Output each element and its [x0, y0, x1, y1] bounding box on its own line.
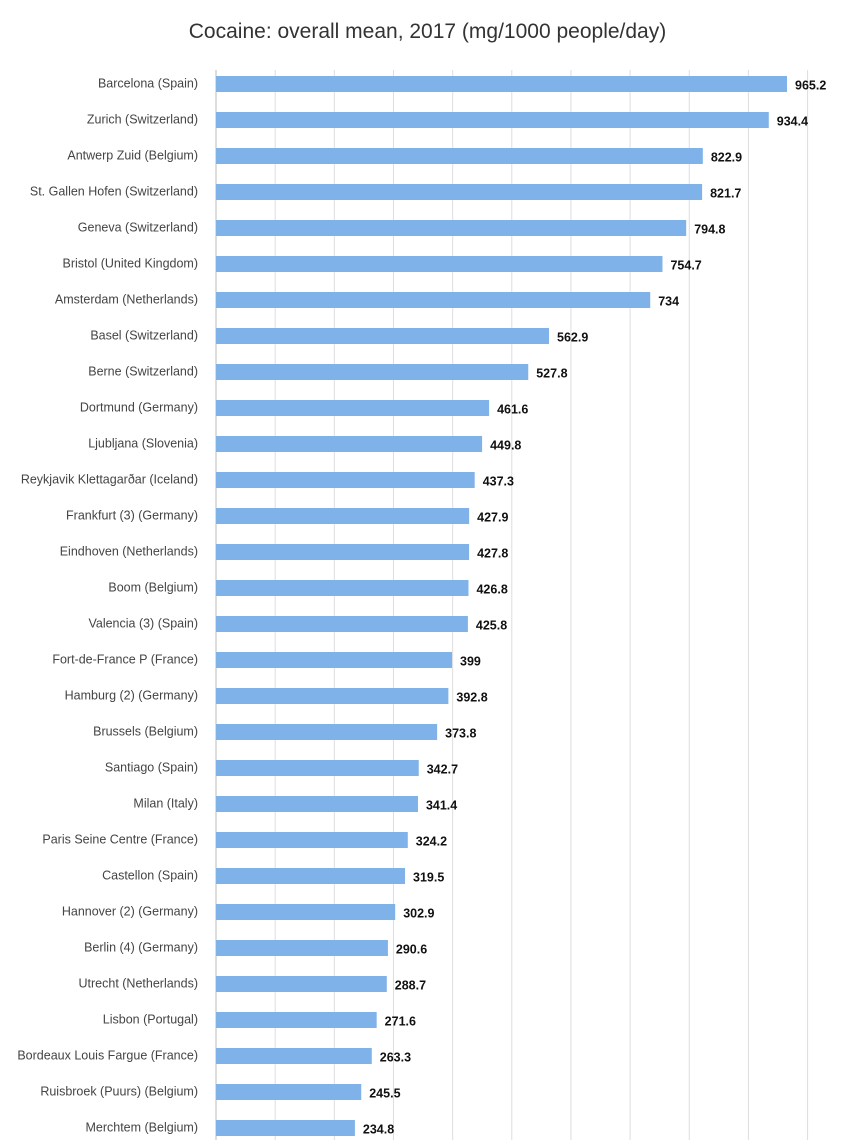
- value-label: 288.7: [395, 978, 426, 992]
- category-label: Bordeaux Louis Fargue (France): [17, 1048, 198, 1062]
- category-label: Fort-de-France P (France): [52, 652, 198, 666]
- category-label: Bristol (United Kingdom): [63, 256, 198, 270]
- category-label: Castellon (Spain): [102, 868, 198, 882]
- category-label: Hamburg (2) (Germany): [65, 688, 198, 702]
- bar: [216, 76, 787, 92]
- value-label: 965.2: [795, 78, 826, 92]
- value-label: 427.8: [477, 546, 508, 560]
- value-label: 399: [460, 654, 481, 668]
- category-label: Berlin (4) (Germany): [84, 940, 198, 954]
- bar: [216, 724, 438, 740]
- bars: [216, 76, 787, 1136]
- bar: [216, 1120, 355, 1136]
- category-label: Barcelona (Spain): [98, 76, 198, 90]
- category-label: Santiago (Spain): [105, 760, 198, 774]
- category-label: Antwerp Zuid (Belgium): [67, 148, 198, 162]
- category-label: Berne (Switzerland): [88, 364, 198, 378]
- value-label: 427.9: [477, 510, 508, 524]
- value-label: 734: [658, 294, 679, 308]
- bar: [216, 796, 418, 812]
- category-label: Merchtem (Belgium): [85, 1120, 198, 1134]
- category-label: Ruisbroek (Puurs) (Belgium): [40, 1084, 198, 1098]
- bar: [216, 184, 703, 200]
- value-label: 263.3: [380, 1050, 411, 1064]
- bar: [216, 220, 687, 236]
- category-label: Hannover (2) (Germany): [62, 904, 198, 918]
- bar: [216, 544, 470, 560]
- value-label: 461.6: [497, 402, 528, 416]
- category-label: Eindhoven (Netherlands): [60, 544, 198, 558]
- bar: [216, 292, 651, 308]
- value-label: 437.3: [483, 474, 514, 488]
- bar: [216, 616, 468, 632]
- category-label: Lisbon (Portugal): [103, 1012, 198, 1026]
- category-label: Milan (Italy): [133, 796, 198, 810]
- value-label: 425.8: [476, 618, 507, 632]
- bar: [216, 148, 703, 164]
- bar: [216, 868, 406, 884]
- bar: [216, 364, 529, 380]
- bar: [216, 652, 453, 668]
- category-label: Dortmund (Germany): [80, 400, 198, 414]
- value-label: 245.5: [369, 1086, 400, 1100]
- bar: [216, 940, 388, 956]
- category-label: Zurich (Switzerland): [87, 112, 198, 126]
- bar: [216, 832, 408, 848]
- value-labels: 965.2 934.4 822.9 821.7 794.8 754.7 734 562.9 52…: [363, 78, 826, 1136]
- category-label: Basel (Switzerland): [90, 328, 198, 342]
- value-label: 426.8: [476, 582, 507, 596]
- value-label: 373.8: [445, 726, 476, 740]
- value-label: 290.6: [396, 942, 427, 956]
- category-labels: Barcelona (Spain) Zurich (Switzerland) Ant…: [17, 76, 198, 1134]
- bar: [216, 1084, 362, 1100]
- bar: [216, 256, 663, 272]
- bar: [216, 580, 469, 596]
- category-label: Boom (Belgium): [108, 580, 198, 594]
- category-label: Geneva (Switzerland): [78, 220, 198, 234]
- category-label: St. Gallen Hofen (Switzerland): [30, 184, 198, 198]
- category-label: Brussels (Belgium): [93, 724, 198, 738]
- category-label: Paris Seine Centre (France): [42, 832, 198, 846]
- bar: [216, 688, 449, 704]
- bar: [216, 904, 396, 920]
- value-label: 822.9: [711, 150, 742, 164]
- value-label: 934.4: [777, 114, 808, 128]
- value-label: 342.7: [427, 762, 458, 776]
- bar: [216, 508, 470, 524]
- value-label: 527.8: [536, 366, 567, 380]
- bar: [216, 436, 483, 452]
- category-label: Ljubljana (Slovenia): [88, 436, 198, 450]
- bar: [216, 1012, 377, 1028]
- value-label: 821.7: [710, 186, 741, 200]
- bar: [216, 328, 550, 344]
- value-label: 319.5: [413, 870, 444, 884]
- bar: [216, 976, 387, 992]
- bar: [216, 472, 475, 488]
- value-label: 794.8: [694, 222, 725, 236]
- value-label: 392.8: [456, 690, 487, 704]
- value-label: 302.9: [403, 906, 434, 920]
- value-label: 562.9: [557, 330, 588, 344]
- bar: [216, 112, 769, 128]
- category-label: Reykjavik Klettagarðar (Iceland): [21, 472, 198, 486]
- bar: [216, 1048, 372, 1064]
- bar: [216, 400, 490, 416]
- gridlines: [274, 70, 809, 1140]
- chart-title: Cocaine: overall mean, 2017 (mg/1000 peo…: [188, 20, 667, 43]
- value-label: 341.4: [426, 798, 457, 812]
- value-label: 324.2: [416, 834, 447, 848]
- category-label: Amsterdam (Netherlands): [55, 292, 198, 306]
- bar: [216, 760, 419, 776]
- value-label: 449.8: [490, 438, 521, 452]
- category-label: Valencia (3) (Spain): [88, 616, 198, 630]
- category-label: Frankfurt (3) (Germany): [66, 508, 198, 522]
- value-label: 754.7: [670, 258, 701, 272]
- value-label: 271.6: [385, 1014, 416, 1028]
- value-label: 234.8: [363, 1122, 394, 1136]
- category-label: Utrecht (Netherlands): [79, 976, 199, 990]
